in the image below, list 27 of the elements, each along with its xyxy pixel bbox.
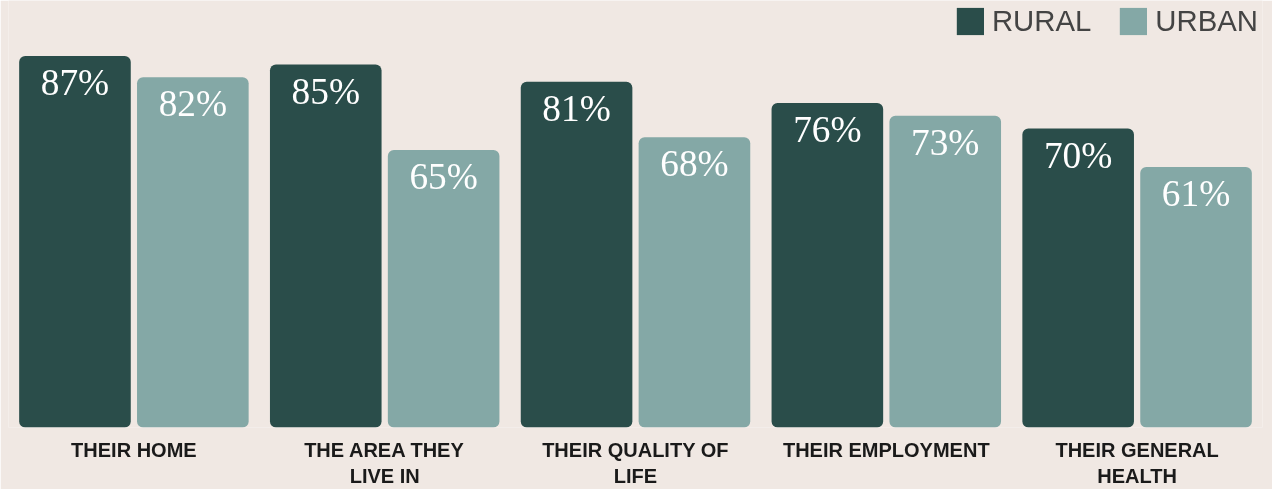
bar — [19, 56, 131, 428]
data-label: 85% — [291, 70, 360, 112]
data-label: 87% — [40, 62, 110, 104]
data-label: 68% — [660, 143, 729, 185]
data-label: 61% — [1161, 173, 1231, 215]
legend-label: URBAN — [1155, 4, 1258, 38]
bar — [1140, 167, 1252, 428]
bar — [638, 137, 751, 428]
legend-label: RURAL — [991, 4, 1092, 38]
x-tick-label: THE AREA THEY LIVE IN — [304, 438, 465, 487]
data-label: 82% — [158, 83, 228, 125]
bar — [520, 81, 633, 428]
x-tick-label: THEIR GENERAL HEALTH — [1055, 438, 1219, 487]
data-label: 76% — [793, 108, 862, 150]
bar — [889, 115, 1002, 428]
data-label: 81% — [542, 87, 611, 129]
x-tick-label: THEIR EMPLOYMENT — [782, 438, 990, 461]
bar — [771, 102, 884, 428]
bar — [269, 64, 382, 428]
data-label: 65% — [409, 155, 478, 197]
bar — [1022, 128, 1134, 428]
bar — [387, 149, 500, 428]
data-label: 70% — [1043, 134, 1113, 176]
data-label: 73% — [911, 121, 980, 163]
bar — [137, 77, 249, 428]
x-tick-label: THEIR QUALITY OF LIFE — [542, 438, 729, 487]
x-tick-label: THEIR HOME — [71, 438, 197, 461]
